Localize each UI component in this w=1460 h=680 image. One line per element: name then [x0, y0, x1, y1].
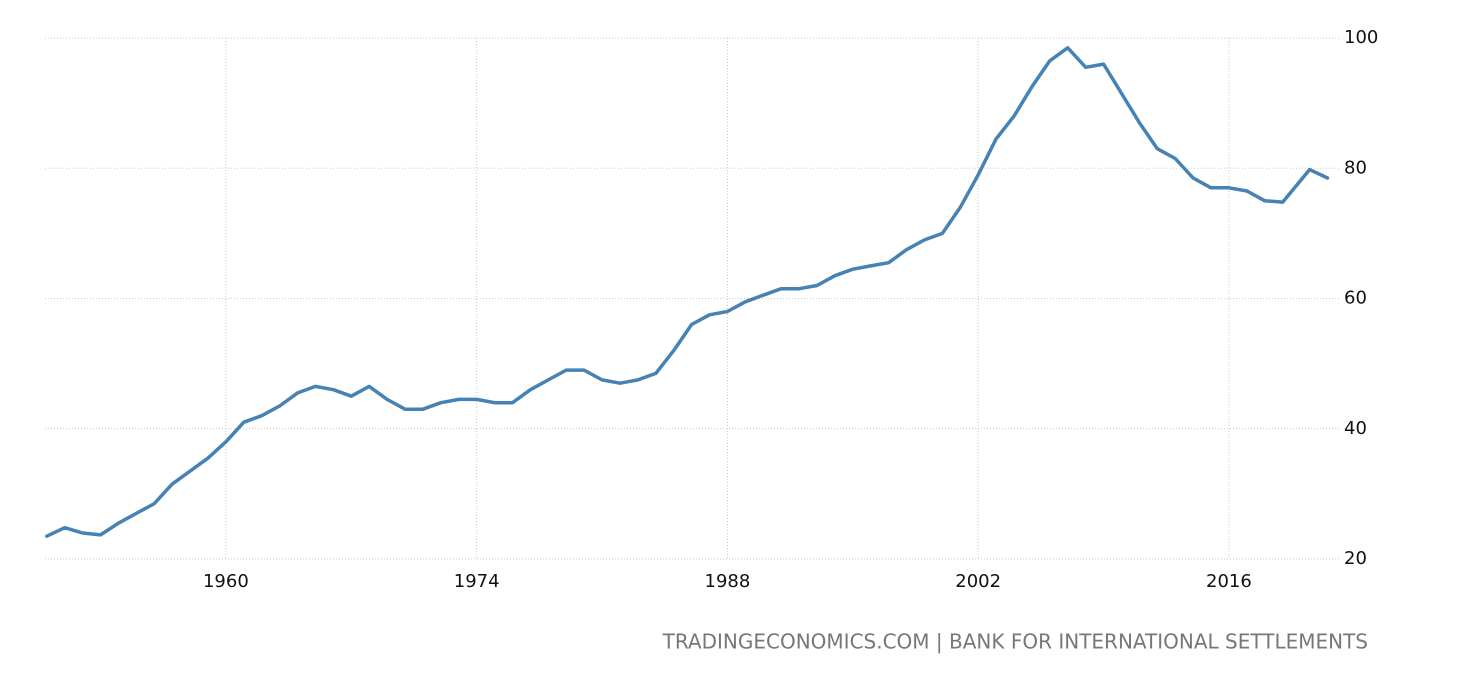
x-tick-label: 1988: [705, 571, 751, 592]
x-tick-label: 1974: [454, 571, 500, 592]
x-tick-label: 2002: [955, 571, 1001, 592]
x-tick-label: 1960: [203, 571, 249, 592]
y-tick-label: 80: [1344, 157, 1367, 178]
y-tick-label: 100: [1344, 27, 1378, 48]
x-tick-label: 2016: [1206, 571, 1252, 592]
source: TRADINGECONOMICS.COM | BANK FOR INTERNAT…: [662, 630, 1368, 654]
y-tick-label: 20: [1344, 548, 1367, 569]
line: [45, 46, 1330, 538]
y-tick-label: 60: [1344, 288, 1367, 309]
y-tick-label: 40: [1344, 418, 1367, 439]
